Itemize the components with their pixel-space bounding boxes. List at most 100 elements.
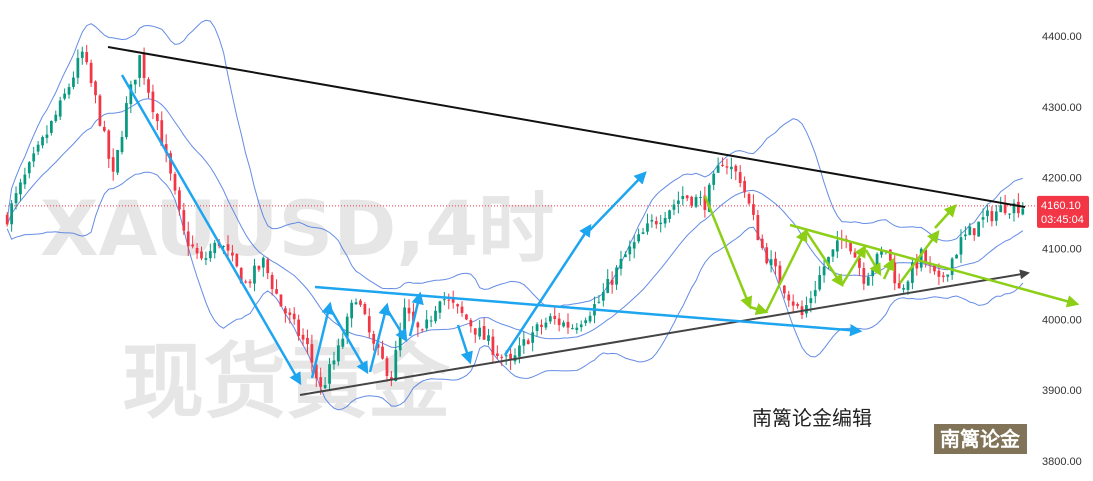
- candle-body: [610, 279, 614, 285]
- green-wave-arrow: [934, 204, 957, 229]
- candle: [381, 340, 384, 360]
- candle-body: [809, 298, 813, 304]
- candle-body: [668, 210, 671, 219]
- candle: [129, 80, 133, 114]
- candle-body: [659, 222, 663, 225]
- candle-body: [178, 190, 181, 210]
- candle: [769, 250, 773, 273]
- candle: [1003, 194, 1007, 216]
- candle-body: [959, 237, 963, 255]
- candle-body: [429, 320, 433, 322]
- green-projection-arrow: [789, 223, 1080, 308]
- candle-body: [716, 165, 720, 173]
- candle-body: [147, 79, 150, 93]
- candle: [584, 317, 588, 327]
- candle: [107, 129, 111, 168]
- candle-body: [182, 210, 186, 231]
- candle: [125, 96, 128, 140]
- candle-body: [279, 294, 283, 307]
- candle: [244, 279, 248, 284]
- candle-body: [911, 262, 914, 283]
- candle-body: [36, 144, 40, 152]
- candle: [235, 253, 239, 268]
- candle: [835, 230, 839, 259]
- candle-body: [235, 253, 239, 267]
- candle: [716, 157, 720, 173]
- candle-body: [469, 320, 473, 327]
- candle-body: [407, 307, 411, 314]
- candle-body: [425, 319, 429, 329]
- candle-body: [862, 268, 866, 284]
- candle: [968, 222, 972, 236]
- candle: [306, 329, 309, 354]
- candle-body: [646, 223, 649, 232]
- candle: [571, 324, 574, 330]
- bollinger-middle: [6, 98, 1024, 349]
- candle-body: [186, 231, 190, 247]
- candle: [447, 293, 451, 310]
- candle: [765, 242, 769, 265]
- candle-body: [284, 308, 287, 314]
- candle-body: [41, 136, 44, 146]
- candle-body: [80, 51, 84, 58]
- candle: [27, 161, 31, 179]
- candle-body: [566, 321, 570, 328]
- candle-body: [438, 301, 442, 313]
- candle: [231, 245, 234, 262]
- candle: [522, 331, 526, 354]
- y-tick-label: 4400.00: [1042, 31, 1082, 43]
- candle: [619, 250, 623, 276]
- price-tag: 4160.10 03:45:04: [1037, 195, 1089, 228]
- candle: [513, 348, 517, 365]
- candle-body: [102, 126, 106, 131]
- candle: [204, 251, 208, 266]
- y-tick-label: 4200.00: [1042, 173, 1082, 185]
- candle: [434, 305, 437, 324]
- blue-wave-arrow: [503, 223, 592, 356]
- candle: [822, 258, 826, 283]
- candle: [133, 79, 137, 94]
- candle: [831, 249, 835, 263]
- candle-body: [813, 290, 817, 297]
- candle-body: [451, 297, 455, 303]
- candle-body: [191, 244, 195, 247]
- candle: [89, 59, 93, 87]
- candle: [213, 239, 217, 259]
- candle-body: [337, 345, 340, 362]
- candle: [977, 221, 981, 237]
- candle: [880, 246, 883, 258]
- candle-body: [849, 241, 852, 252]
- candle: [138, 54, 142, 87]
- candle-body: [456, 304, 459, 307]
- green-wave-arrow: [764, 228, 808, 313]
- candle-body: [774, 258, 777, 267]
- candle: [208, 243, 212, 262]
- candle-body: [45, 134, 49, 138]
- candle: [791, 294, 795, 314]
- candle-body: [641, 232, 645, 234]
- candle-body: [297, 319, 301, 336]
- candle: [288, 308, 292, 324]
- candle-body: [694, 197, 698, 207]
- candle: [712, 170, 716, 191]
- candle-body: [725, 166, 729, 168]
- candle-body: [937, 270, 941, 277]
- candle: [778, 260, 782, 284]
- candle: [548, 313, 552, 324]
- candle-body: [367, 316, 371, 333]
- candle: [562, 320, 565, 328]
- candle: [862, 262, 866, 291]
- candle-body: [729, 166, 733, 170]
- candle-body: [871, 268, 875, 277]
- candle: [310, 334, 314, 373]
- candle-body: [5, 214, 9, 225]
- candle: [367, 308, 371, 339]
- candle-body: [310, 344, 314, 363]
- candle-body: [787, 294, 791, 301]
- candle: [147, 77, 150, 99]
- y-tick-label: 4300.00: [1042, 102, 1082, 114]
- candle-body: [897, 282, 901, 289]
- candle: [160, 111, 164, 147]
- candle-body: [562, 322, 565, 327]
- candle: [782, 285, 786, 299]
